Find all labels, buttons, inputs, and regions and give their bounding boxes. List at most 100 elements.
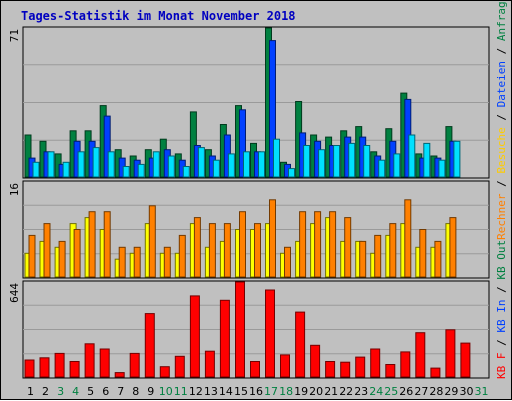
bar-kbytes-day-21	[325, 361, 336, 378]
bar-rechner-day-7	[118, 246, 126, 278]
bar-kbytes-day-29	[445, 329, 456, 378]
bar-rechner-day-20	[314, 211, 322, 278]
chart-title: Tages-Statistik im Monat November 2018	[21, 9, 296, 23]
day-label-30: 30	[460, 385, 474, 398]
bar-kbytes-day-3	[54, 352, 65, 378]
bar-kbytes-day-8	[129, 352, 140, 378]
bar-kbytes-day-16	[250, 361, 260, 378]
bar-rechner-day-11	[178, 234, 186, 278]
day-label-7: 7	[117, 385, 124, 398]
legend-segment-6: /	[495, 174, 508, 194]
bar-rechner-day-19	[299, 211, 307, 278]
bar-kbytes-day-17	[265, 289, 275, 378]
chart-legend: KB F / KB In / KB OutRechner / Besuche /…	[495, 1, 508, 379]
bar-rechner-day-3	[58, 240, 66, 278]
day-label-3: 3	[57, 385, 64, 398]
bar-kbytes-day-20	[310, 344, 321, 378]
bar-rechner-day-25	[389, 223, 397, 278]
bar-kbytes-day-13	[204, 350, 215, 378]
bar-seiten-day-26	[408, 134, 416, 178]
day-label-5: 5	[87, 385, 94, 398]
bar-rechner-day-5	[88, 211, 96, 278]
bar-rechner-day-29	[449, 217, 457, 278]
bar-kbytes-day-24	[370, 348, 381, 378]
bar-seiten-day-7	[122, 166, 130, 178]
bar-kbytes-day-6	[99, 348, 110, 378]
bar-seiten-day-8	[137, 163, 145, 178]
bar-kbytes-day-2	[39, 357, 50, 378]
y-max-label: 644	[8, 283, 21, 303]
bar-seiten-day-25	[393, 153, 401, 178]
day-label-28: 28	[429, 385, 443, 398]
day-label-16: 16	[249, 385, 263, 398]
bar-kbytes-day-7	[114, 372, 125, 378]
day-label-18: 18	[279, 385, 293, 398]
bar-rechner-day-27	[419, 229, 427, 278]
bar-rechner-day-9	[148, 205, 156, 278]
chart-panels: 71 16 644	[8, 26, 490, 379]
bar-kbytes-day-9	[144, 313, 155, 378]
bar-seiten-day-1	[32, 161, 40, 178]
legend-segment-7: Besuche	[495, 127, 508, 173]
bar-dateien-day-17	[269, 40, 276, 178]
day-label-22: 22	[339, 385, 353, 398]
legend-segment-3: /	[495, 280, 508, 300]
legend-segment-1: /	[495, 333, 508, 353]
bar-kbytes-day-27	[415, 332, 426, 378]
bar-seiten-day-13	[212, 159, 220, 178]
bar-seiten-day-5	[92, 147, 100, 178]
day-label-2: 2	[42, 385, 49, 398]
bar-rechner-day-23	[359, 240, 367, 278]
bar-kbytes-day-15	[235, 281, 245, 378]
bar-dateien-day-6	[103, 115, 111, 178]
day-label-14: 14	[219, 385, 233, 398]
bar-rechner-day-18	[284, 246, 291, 278]
legend-segment-5: Rechner	[495, 193, 508, 240]
day-label-15: 15	[234, 385, 248, 398]
bar-kbytes-day-23	[355, 356, 366, 378]
day-label-26: 26	[399, 385, 413, 398]
bar-seiten-day-21	[333, 145, 341, 178]
day-label-17: 17	[264, 385, 278, 398]
legend-segment-0: KB F	[495, 353, 508, 380]
bar-kbytes-day-12	[189, 295, 200, 378]
panel-kbytes: 644	[8, 280, 490, 379]
bar-seiten-day-29	[453, 140, 461, 178]
bar-kbytes-day-10	[159, 366, 170, 378]
day-label-8: 8	[132, 385, 139, 398]
day-label-9: 9	[147, 385, 154, 398]
panel-hits-files-pages-visits: 71	[8, 26, 490, 179]
bar-seiten-day-17	[273, 138, 280, 178]
bar-rechner-day-10	[163, 246, 171, 278]
bar-dateien-day-15	[239, 109, 246, 178]
legend-segment-2: KB In	[495, 300, 508, 333]
day-label-10: 10	[159, 385, 173, 398]
bar-kbytes-day-19	[295, 311, 306, 378]
bar-anfragen-day-12	[189, 111, 197, 178]
bar-seiten-day-14	[227, 153, 235, 178]
y-max-label: 16	[8, 183, 21, 196]
bar-seiten-day-19	[303, 145, 311, 178]
bar-seiten-day-27	[423, 142, 431, 178]
bar-seiten-day-2	[47, 151, 55, 178]
bar-seiten-day-9	[152, 151, 160, 178]
day-label-19: 19	[294, 385, 308, 398]
bar-kbytes-day-14	[219, 299, 230, 378]
bar-rechner-day-6	[103, 211, 111, 278]
bar-seiten-day-24	[378, 159, 386, 178]
day-label-4: 4	[72, 385, 79, 398]
day-label-20: 20	[309, 385, 323, 398]
legend-segment-10: /	[495, 41, 508, 61]
panel-visits-sites: 16	[8, 180, 490, 279]
day-label-6: 6	[102, 385, 109, 398]
day-label-24: 24	[369, 385, 383, 398]
bar-seiten-day-6	[107, 151, 115, 178]
bar-seiten-day-4	[77, 151, 85, 178]
bar-seiten-day-11	[182, 166, 190, 178]
day-label-31: 31	[475, 385, 489, 398]
bar-kbytes-day-1	[24, 359, 35, 378]
day-label-13: 13	[204, 385, 218, 398]
bar-rechner-day-17	[269, 199, 276, 278]
bar-seiten-day-18	[288, 168, 295, 178]
